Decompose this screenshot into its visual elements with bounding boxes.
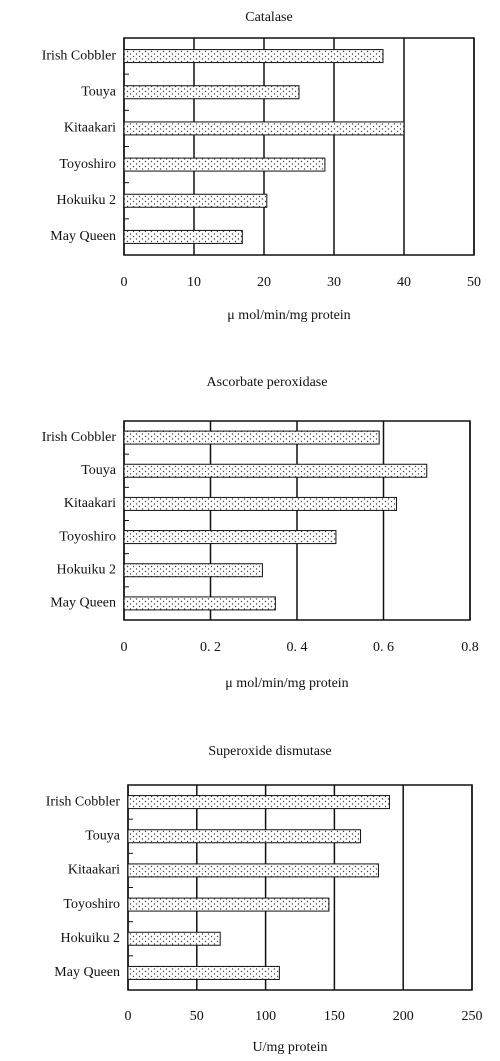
plot-frame <box>127 784 473 991</box>
y-tick-label: Irish Cobbler <box>46 794 121 809</box>
chart-title: Catalase <box>245 10 292 25</box>
y-tick-label: May Queen <box>50 229 116 244</box>
chart-title: Ascorbate peroxidase <box>207 375 328 390</box>
bar <box>127 965 280 980</box>
y-tick-label: Toyoshiro <box>59 157 116 172</box>
bar <box>123 563 263 578</box>
y-tick-label: Touya <box>85 828 121 843</box>
x-tick-label: 200 <box>393 1009 414 1024</box>
x-tick-label: 0 <box>125 1009 132 1024</box>
bar <box>123 193 268 208</box>
y-tick-label: Toyoshiro <box>63 897 120 912</box>
x-tick-label: 150 <box>324 1009 345 1024</box>
y-tick-label: Hokuiku 2 <box>57 562 117 577</box>
bar <box>127 897 330 912</box>
y-tick-label: Irish Cobbler <box>42 48 117 63</box>
bar <box>123 596 276 611</box>
y-tick-label: May Queen <box>54 965 120 980</box>
y-tick-label: May Queen <box>50 596 116 611</box>
y-tick-label: Hokuiku 2 <box>57 193 117 208</box>
y-tick-label: Toyoshiro <box>59 529 116 544</box>
bar <box>123 229 243 244</box>
y-tick-label: Touya <box>81 84 117 99</box>
x-tick-label: 100 <box>255 1009 276 1024</box>
bar <box>123 157 326 172</box>
x-tick-label: 10 <box>187 275 201 290</box>
bar <box>123 85 300 100</box>
x-tick-label: 0 <box>121 275 128 290</box>
bar <box>123 121 405 136</box>
plot-frame <box>123 37 475 256</box>
bar <box>123 463 428 478</box>
x-tick-label: 20 <box>257 275 271 290</box>
x-tick-label: 0.8 <box>461 640 479 655</box>
x-tick-label: 0. 4 <box>287 640 308 655</box>
y-tick-label: Irish Cobbler <box>42 430 117 445</box>
bar <box>127 863 379 878</box>
bar <box>127 829 362 844</box>
x-tick-label: 250 <box>462 1009 483 1024</box>
y-tick-label: Hokuiku 2 <box>61 931 121 946</box>
y-tick-label: Kitaakari <box>64 496 116 511</box>
chart-title: Superoxide dismutase <box>208 744 331 759</box>
x-tick-label: 0. 2 <box>200 640 221 655</box>
x-axis-label: U/mg protein <box>252 1040 327 1055</box>
x-axis-label: μ mol/min/mg protein <box>225 676 348 691</box>
y-tick-label: Kitaakari <box>64 121 116 136</box>
y-tick-label: Kitaakari <box>68 863 120 878</box>
x-tick-label: 30 <box>327 275 341 290</box>
bar <box>127 931 221 946</box>
bar <box>123 49 384 64</box>
bar <box>127 795 390 810</box>
y-tick-label: Touya <box>81 463 117 478</box>
x-tick-label: 40 <box>397 275 411 290</box>
x-axis-label: μ mol/min/mg protein <box>227 308 350 323</box>
x-tick-label: 0 <box>121 640 128 655</box>
bar <box>123 530 337 545</box>
x-tick-label: 50 <box>190 1009 204 1024</box>
bar <box>123 430 380 445</box>
x-tick-label: 0. 6 <box>373 640 394 655</box>
bar <box>123 496 397 511</box>
x-tick-label: 50 <box>467 275 481 290</box>
